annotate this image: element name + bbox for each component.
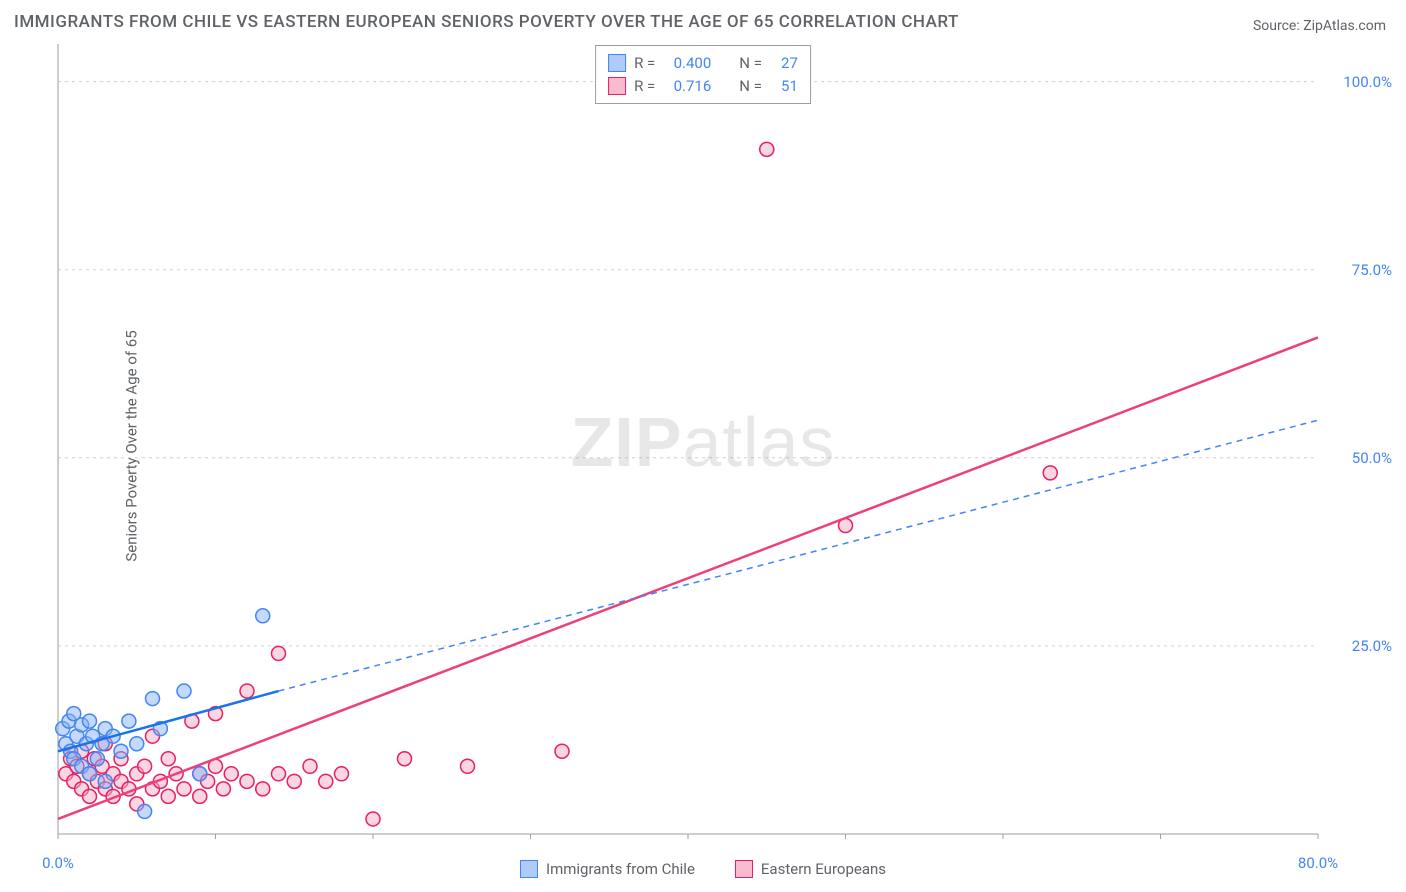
y-tick-label: 50.0% [1352,449,1392,467]
y-tick-label: 25.0% [1352,637,1392,655]
r-label: R = [634,75,655,98]
y-tick-label: 75.0% [1352,261,1392,279]
scatter-chart [50,40,1326,842]
source-name: ZipAtlas.com [1303,18,1386,34]
legend-label: Immigrants from Chile [546,860,695,878]
r-value: 0.400 [663,52,711,75]
n-value: 27 [770,52,798,75]
r-label: R = [634,52,655,75]
x-tick-label: 0.0% [42,854,74,872]
legend-swatch [520,860,538,878]
x-tick-label: 80.0% [1298,854,1338,872]
legend-swatch [735,860,753,878]
legend-swatch [608,54,626,72]
chart-area [50,40,1326,842]
legend-stat-row: R = 0.400 N = 27 [608,52,798,75]
n-label: N = [739,52,762,75]
n-label: N = [739,75,762,98]
legend-swatch [608,77,626,95]
legend-item: Immigrants from Chile [520,860,695,878]
y-tick-label: 100.0% [1343,73,1392,91]
legend-bottom: Immigrants from Chile Eastern Europeans [520,860,886,878]
n-value: 51 [770,75,798,98]
source-attribution: Source: ZipAtlas.com [1253,18,1386,34]
r-value: 0.716 [663,75,711,98]
legend-stats-box: R = 0.400 N = 27 R = 0.716 N = 51 [595,45,811,104]
source-prefix: Source: [1253,18,1303,34]
legend-stat-row: R = 0.716 N = 51 [608,75,798,98]
legend-item: Eastern Europeans [735,860,886,878]
chart-title: IMMIGRANTS FROM CHILE VS EASTERN EUROPEA… [14,12,959,32]
legend-label: Eastern Europeans [761,860,886,878]
